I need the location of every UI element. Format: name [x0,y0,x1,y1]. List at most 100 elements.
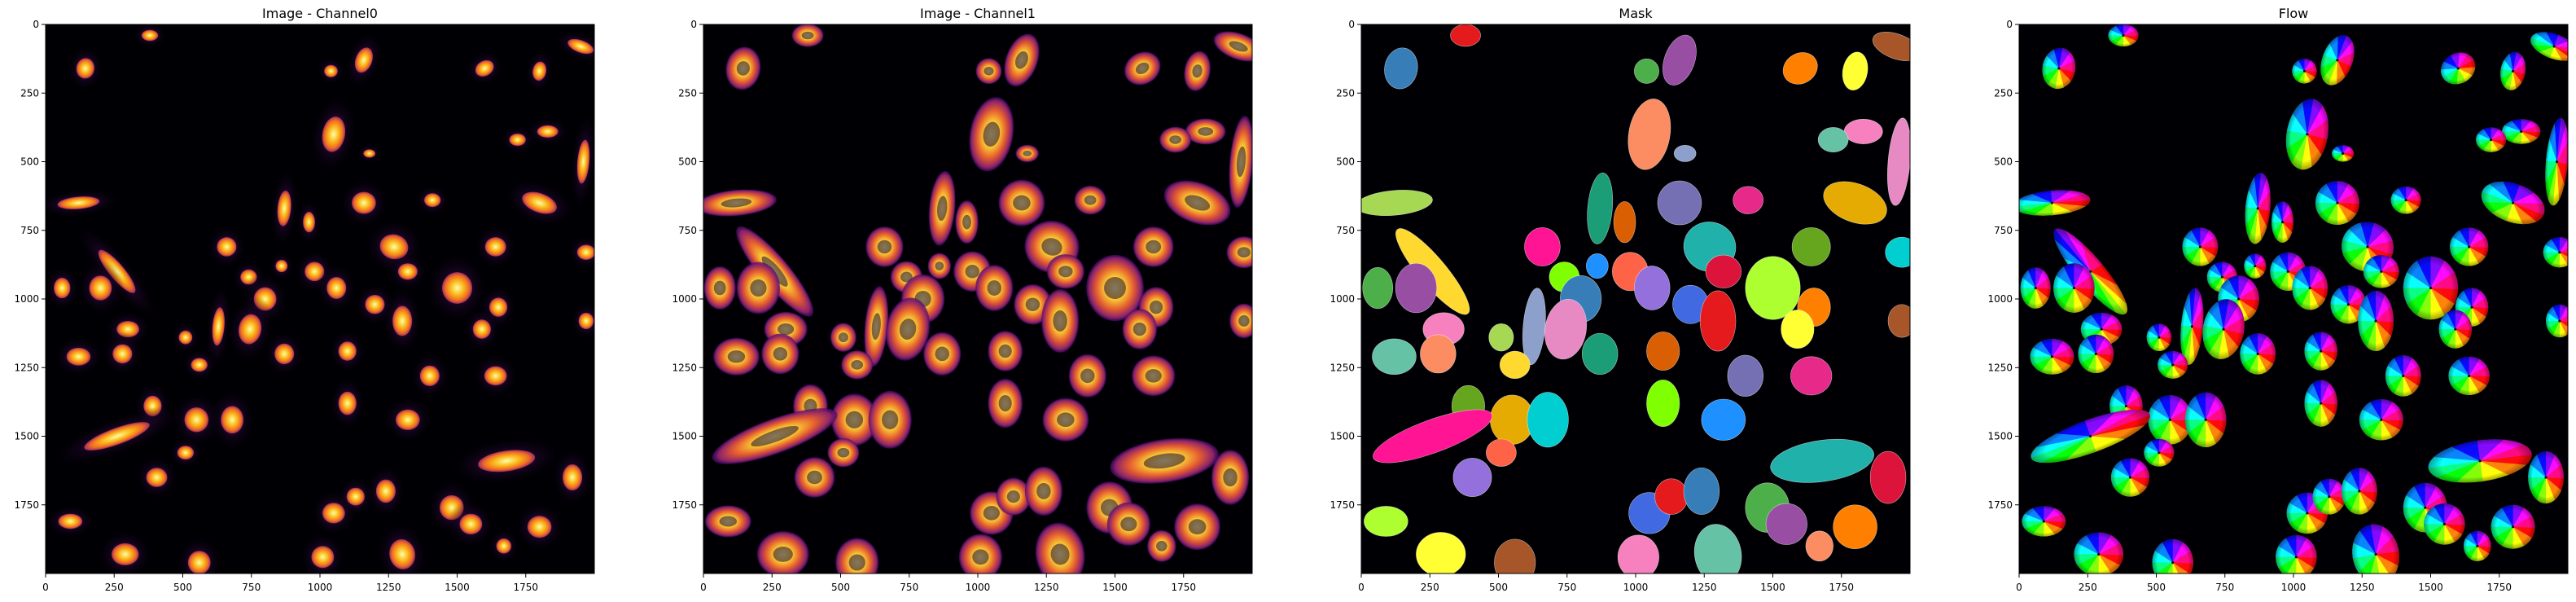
flow-cell [2276,534,2317,573]
nucleus [576,244,594,260]
nucleus [217,237,237,257]
nucleus [57,196,100,209]
flow-cell [2158,351,2188,379]
mask-region [1617,534,1659,573]
flow-cell [2184,392,2227,447]
flow-cell [2030,338,2074,375]
mask-region [1587,172,1614,244]
nucleus [379,234,409,260]
nucleus-shadow [1013,195,1031,211]
nucleus [389,538,415,569]
mask-region [1581,332,1619,375]
mask-region [1833,504,1877,549]
nucleus [141,29,159,42]
flow-cell [2500,51,2526,90]
y-tick-label: 1500 [1987,431,2013,442]
nucleus-shadow [882,410,899,430]
flow-center [2512,201,2515,204]
nucleus [311,546,335,569]
nucleus [537,125,559,138]
mask-region [1634,266,1671,310]
nucleus [84,422,150,450]
mask-region [1790,356,1833,396]
nucleus-shadow [998,395,1012,412]
flow-center [2456,67,2460,70]
nucleus [177,446,195,460]
mask-region [1791,227,1831,266]
flow-center [2034,286,2037,290]
nucleus-shadow [750,279,767,297]
nucleus-shadow [877,239,892,254]
x-tick-label: 1000 [308,582,333,593]
nucleus-shadow [1143,453,1185,469]
nucleus [184,407,209,433]
flow-cell [2476,127,2507,152]
mask-region [1657,180,1702,226]
nucleus [459,513,483,534]
nucleus [441,272,473,304]
panels: Image - Channel0 0 250 500 750 1000 1250 1500 17… [14,6,2569,593]
x-tick-label: 250 [105,582,124,593]
y-tick-label: 500 [20,156,39,168]
flow-cell [2053,263,2095,313]
flow-cell [2320,35,2355,86]
mask-region [1488,323,1514,352]
nucleus [472,319,491,339]
flow-cell [2270,252,2307,291]
flow-center [2320,349,2323,353]
nucleus-shadow [1036,482,1051,499]
flow-cell [2390,186,2421,214]
nucleus [484,366,507,386]
nucleus [396,409,420,430]
x-tick-label: 250 [2079,582,2097,593]
y-tick-label: 250 [1336,87,1355,99]
flow-cell [2285,99,2328,170]
nucleus [392,305,413,336]
y-tick-label: 750 [20,225,39,236]
mask-region [1499,350,1531,380]
flow-center [2198,245,2202,248]
x-tick-label: 250 [1421,582,1439,593]
nucleus-shadow [1188,519,1207,535]
nucleus-shadow [1238,314,1250,327]
flow-cell [2438,310,2473,349]
mask-region [1654,478,1689,515]
nucleus-shadow [1169,135,1182,144]
flow-center [2168,418,2171,421]
nucleus-shadow [987,280,1001,296]
flow-center [2358,490,2361,493]
nucleus [354,47,373,73]
nucleus-shadow [1236,146,1246,178]
flow-center [2558,251,2561,254]
flow-cell [2180,288,2204,365]
nucleus-shadow [807,470,822,485]
y-tick-label: 0 [1348,19,1355,30]
mask-region [1395,262,1437,314]
nucleus-shadow [1023,150,1032,156]
nucleus [187,551,211,573]
flow-cell [2304,332,2337,371]
mask-region [1372,338,1417,375]
nucleus [324,64,338,77]
flow-cell [2363,255,2399,288]
x-tick-label: 500 [173,582,192,593]
flow-center [2124,404,2128,408]
nucleus [365,294,385,314]
flow-cell [2424,503,2465,545]
flow-cell [2146,323,2172,352]
nucleus-shadow [773,347,788,361]
mask-region [1733,186,1764,214]
mask-region [1765,503,1807,545]
nucleus [326,277,347,299]
nucleus [509,133,526,147]
mask-region [1634,58,1659,84]
nucleus-shadow [998,344,1012,358]
mask-region [1673,144,1697,162]
x-tick-label: 1000 [1623,582,1649,593]
nucleus-shadow [1198,127,1214,136]
y-tick-label: 1250 [1330,362,1355,373]
flow-center [2171,363,2175,367]
flow-center [2089,270,2092,273]
nucleus-shadow [1014,51,1028,69]
